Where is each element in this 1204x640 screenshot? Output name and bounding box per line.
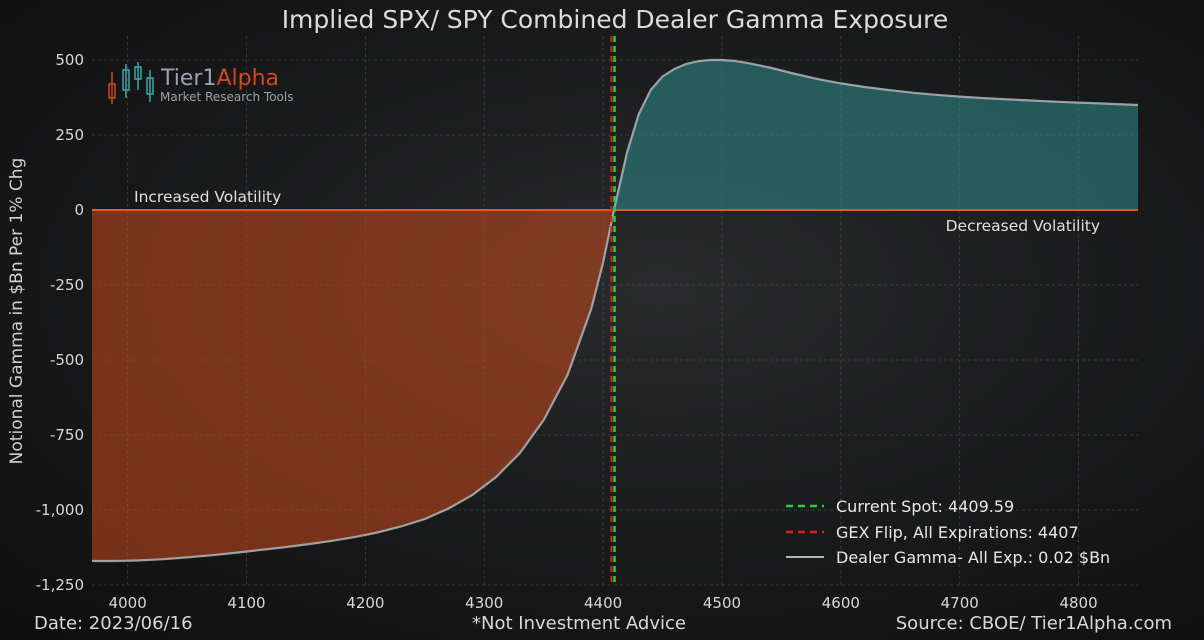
x-tick-label-4100: 4100 <box>227 594 265 612</box>
footer-disclaimer: *Not Investment Advice <box>472 613 686 634</box>
area-fills <box>92 60 1138 561</box>
logo-subtitle: Market Research Tools <box>160 90 293 104</box>
tier1alpha-logo: Tier1Alpha Market Research Tools <box>108 62 293 104</box>
y-tick-label-250: 250 <box>55 126 84 144</box>
annotation-decreased-volatility: Decreased Volatility <box>946 217 1100 235</box>
x-tick-label-4800: 4800 <box>1059 594 1097 612</box>
y-tick-label--750: -750 <box>50 426 84 444</box>
y-tick-label--250: -250 <box>50 276 84 294</box>
candlestick-icon <box>108 62 154 104</box>
positive-area-group <box>92 60 1138 210</box>
logo-name-tier1: Tier1 <box>160 66 216 91</box>
axis-tick-labels: 4000 4100 4200 4300 4400 4500 4600 4700 4800 500 2… <box>36 51 1098 612</box>
x-tick-label-4500: 4500 <box>703 594 741 612</box>
dealer-gamma-line <box>92 58 1139 563</box>
y-tick-label--500: -500 <box>50 351 84 369</box>
positive-gamma-area <box>92 60 1138 210</box>
y-tick-label-0: 0 <box>74 201 84 219</box>
y-tick-label-500: 500 <box>55 51 84 69</box>
x-tick-label-4700: 4700 <box>941 594 979 612</box>
annotation-increased-volatility: Increased Volatility <box>134 188 281 206</box>
footer-date: Date: 2023/06/16 <box>34 613 193 634</box>
legend: Current Spot: 4409.59 GEX Flip, All Expi… <box>786 497 1110 567</box>
legend-label-dealer-gamma: Dealer Gamma- All Exp.: 0.02 $Bn <box>836 548 1110 567</box>
y-tick-label--1250: -1,250 <box>36 576 84 594</box>
x-tick-label-4200: 4200 <box>346 594 384 612</box>
negative-gamma-area <box>92 210 1138 561</box>
x-tick-label-4600: 4600 <box>822 594 860 612</box>
x-tick-label-4000: 4000 <box>109 594 147 612</box>
logo-name-alpha: Alpha <box>216 66 279 91</box>
legend-label-gex-flip: GEX Flip, All Expirations: 4407 <box>836 523 1079 542</box>
x-tick-label-4300: 4300 <box>465 594 503 612</box>
chart-title: Implied SPX/ SPY Combined Dealer Gamma E… <box>282 5 949 34</box>
negative-area-group <box>92 210 1138 561</box>
footer-source: Source: CBOE/ Tier1Alpha.com <box>896 613 1172 634</box>
x-tick-label-4400: 4400 <box>584 594 622 612</box>
legend-label-current-spot: Current Spot: 4409.59 <box>836 497 1014 516</box>
reference-lines <box>92 36 1139 585</box>
y-tick-label--1000: -1,000 <box>36 501 84 519</box>
y-axis-label: Notional Gamma in $Bn Per 1% Chg <box>7 158 27 465</box>
svg-text:Tier1Alpha: Tier1Alpha <box>160 66 279 91</box>
